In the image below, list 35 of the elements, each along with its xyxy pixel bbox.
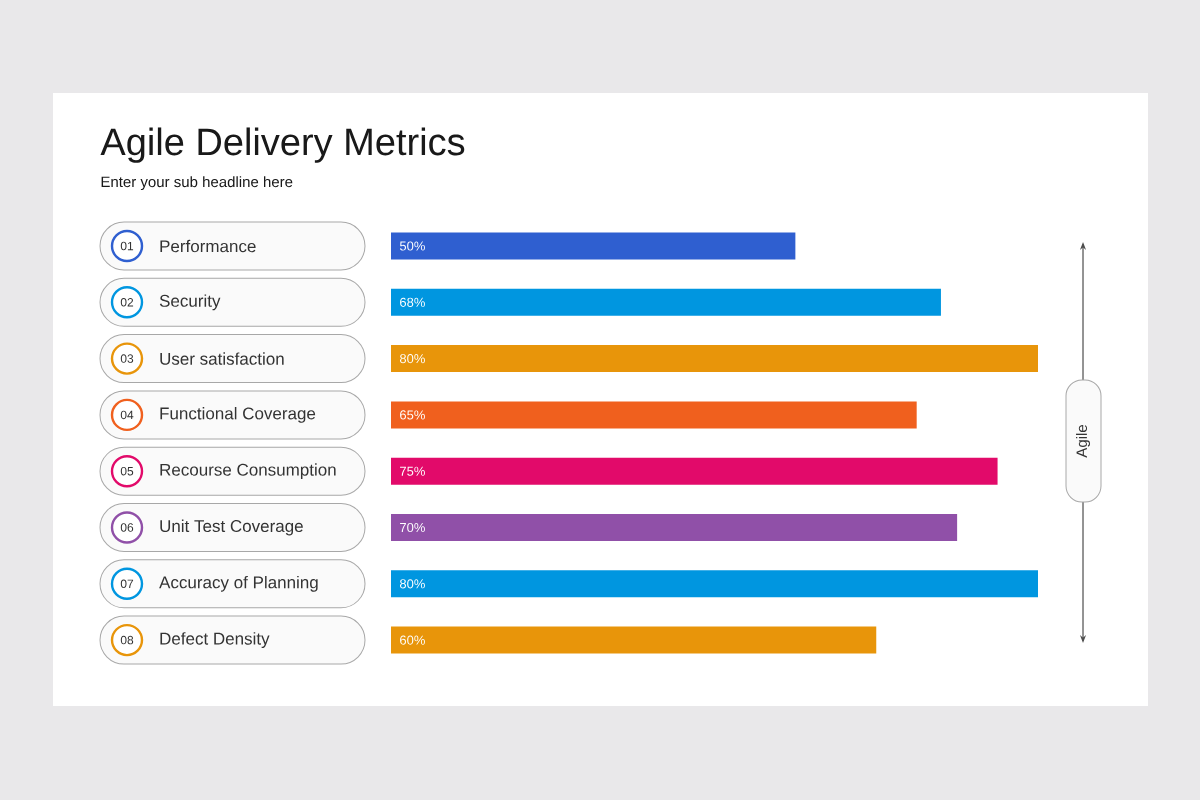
bar <box>391 288 941 316</box>
y-tick-label: Defect Density <box>160 632 270 649</box>
data-label: 65% <box>400 410 425 420</box>
text: 04 <box>120 410 134 420</box>
text: 07 <box>120 579 134 589</box>
data-label: 70% <box>400 522 425 533</box>
data-label: 80% <box>399 354 425 364</box>
chart-title: Agile Delivery Metrics <box>100 127 465 163</box>
bar <box>391 232 796 260</box>
bar <box>391 626 877 654</box>
y-tick-label: Performance <box>160 239 256 253</box>
data-label: 75% <box>400 466 425 476</box>
y-tick-label: Security <box>159 294 221 311</box>
y-tick-label: Functional Coverage <box>160 406 316 423</box>
y-tick-label: User satisfaction <box>160 352 284 365</box>
bar <box>391 457 998 485</box>
y-tick-label: Accuracy of Planning <box>159 575 318 592</box>
y-tick-label: Recourse Consumption <box>160 463 336 480</box>
data-label: 60% <box>400 635 425 645</box>
y-tick-label: Unit Test Coverage <box>160 519 303 536</box>
text: 03 <box>120 354 134 363</box>
data-label: 68% <box>400 297 425 307</box>
bar <box>391 570 1038 598</box>
data-label: 80% <box>399 579 425 589</box>
text: 06 <box>120 523 134 532</box>
text: 01 <box>120 241 134 251</box>
bar <box>391 514 958 542</box>
text: 02 <box>120 298 134 307</box>
text: Agile <box>1076 424 1090 458</box>
text: 05 <box>120 466 134 476</box>
data-label: 50% <box>399 241 425 251</box>
text: 08 <box>120 635 134 645</box>
bar <box>391 345 1038 373</box>
bar <box>391 401 917 429</box>
text: Enter your sub headline here <box>101 176 293 191</box>
